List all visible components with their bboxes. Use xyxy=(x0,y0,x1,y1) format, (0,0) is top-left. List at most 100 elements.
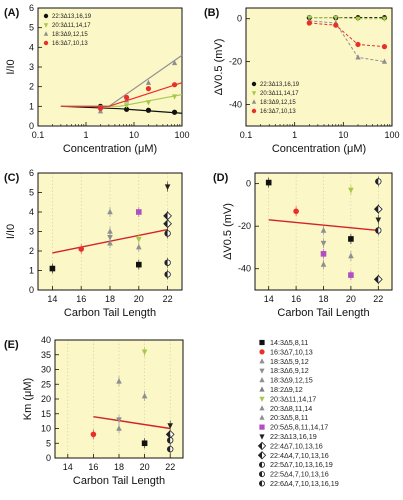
chart-panel-d: 14 16 18 20 22 0 -20 -40 Carbon Tail Length ΔV0.5… xyxy=(213,172,393,319)
legend-entry: 22:3Δ13,16,19 xyxy=(52,14,92,20)
legend-marker xyxy=(259,349,265,355)
x-tick-label: 100 xyxy=(384,130,399,140)
y-tick-label: -40 xyxy=(238,264,251,274)
data-point xyxy=(373,204,383,214)
y-tick-label: 0 xyxy=(29,285,34,295)
legend-marker xyxy=(259,377,265,383)
x-tick-label: 0.1 xyxy=(240,130,253,140)
legend-marker xyxy=(258,480,265,487)
legend-marker xyxy=(259,339,265,346)
legend-entry: 16:3Δ7,10,13 xyxy=(52,41,88,47)
data-point xyxy=(123,103,130,109)
y-tick-label: -40 xyxy=(229,100,242,110)
data-point xyxy=(166,445,174,453)
legend-marker xyxy=(251,91,257,96)
legend-entry: 16:3Δ7,10,13 xyxy=(260,109,296,115)
y-tick-label: -20 xyxy=(238,221,251,231)
data-point xyxy=(145,107,152,113)
legend-marker xyxy=(259,358,265,364)
chart-panel-b: 0.1 1 10 100 0 -20 -40 Concentration (μM) ΔV0.5 … xyxy=(204,7,400,155)
x-tick-label: 22 xyxy=(163,294,173,304)
legend-marker xyxy=(258,461,265,468)
regression-line xyxy=(268,219,379,232)
data-point xyxy=(49,265,56,272)
panel-label: (D) xyxy=(213,172,229,184)
x-tick-label: 14 xyxy=(264,294,274,304)
legend-entry: 18:3Δ6,9,12 xyxy=(270,366,309,375)
x-tick-label: 22 xyxy=(373,294,383,304)
y-axis-label: I/I0 xyxy=(5,59,17,74)
data-point xyxy=(107,208,113,215)
data-point xyxy=(141,349,148,356)
x-tick-label: 100 xyxy=(174,130,189,140)
data-point xyxy=(145,86,152,92)
data-point xyxy=(348,236,354,242)
legend-marker xyxy=(43,23,49,28)
legend-marker xyxy=(257,451,267,460)
data-point xyxy=(171,94,178,100)
panel-label: (B) xyxy=(204,7,220,19)
data-point xyxy=(320,227,327,233)
panel-label: (E) xyxy=(4,339,19,351)
series-fit-line xyxy=(60,82,183,107)
data-point xyxy=(381,44,388,50)
legend-entry: 18:3Δ9,12,15 xyxy=(52,32,88,38)
x-tick-label: 16 xyxy=(291,294,301,304)
data-point xyxy=(375,227,382,234)
legend-entry: 22:5Δ7,10,13,16,19 xyxy=(270,460,333,469)
legend-marker xyxy=(259,386,265,392)
data-point xyxy=(123,94,130,101)
data-point xyxy=(348,272,354,278)
legend-marker xyxy=(257,441,267,451)
y-tick-label: 10 xyxy=(41,424,51,434)
data-point xyxy=(373,274,383,284)
legend-marker xyxy=(259,424,265,430)
legend-entry: 20:3Δ11,14,17 xyxy=(260,91,299,97)
data-point xyxy=(265,179,272,186)
legend-marker xyxy=(258,471,265,478)
data-point xyxy=(145,100,152,106)
x-tick-label: 18 xyxy=(318,294,328,304)
y-tick-label: 3 xyxy=(29,62,34,72)
data-point xyxy=(348,252,354,259)
legend-marker xyxy=(251,99,257,104)
x-tick-label: 22 xyxy=(165,462,175,472)
data-point xyxy=(375,178,382,185)
legend-entry: 20:3Δ5,8,11 xyxy=(270,413,308,422)
y-tick-label: 20 xyxy=(41,394,51,404)
y-tick-label: 2 xyxy=(29,82,34,92)
data-point xyxy=(123,106,130,112)
data-point xyxy=(320,251,327,257)
y-tick-label: 6 xyxy=(29,3,34,13)
y-tick-label: 0 xyxy=(29,121,34,131)
data-point xyxy=(381,58,388,64)
y-tick-label: 1 xyxy=(29,266,34,276)
data-point xyxy=(116,378,122,384)
x-tick-label: 10 xyxy=(338,130,348,140)
data-point xyxy=(167,423,173,429)
x-axis-label: Carbon Tail Length xyxy=(277,307,369,319)
data-point xyxy=(333,15,339,21)
legend-marker xyxy=(259,405,265,411)
legend-entry: 22:3Δ13,16,19 xyxy=(260,82,300,88)
data-point xyxy=(348,187,354,194)
data-point xyxy=(320,240,327,247)
y-tick-label: 5 xyxy=(29,23,34,33)
legend-entry: 22:3Δ13,16,19 xyxy=(270,432,317,441)
data-point xyxy=(141,440,148,447)
y-tick-label: 1 xyxy=(29,101,34,111)
data-point xyxy=(375,217,382,224)
y-tick-label: 4 xyxy=(29,207,34,217)
y-tick-label: 0 xyxy=(246,179,251,189)
data-point xyxy=(107,228,113,234)
data-point xyxy=(107,235,113,241)
y-tick-label: 15 xyxy=(41,409,51,419)
data-point xyxy=(90,431,97,438)
data-point xyxy=(136,237,142,243)
panel-label: (C) xyxy=(4,172,20,184)
data-point xyxy=(116,417,122,423)
legend-entry: 18:3Δ9,12,15 xyxy=(260,100,296,106)
y-tick-label: 35 xyxy=(41,350,51,360)
data-point xyxy=(164,271,171,278)
x-tick-label: 1 xyxy=(83,130,88,140)
